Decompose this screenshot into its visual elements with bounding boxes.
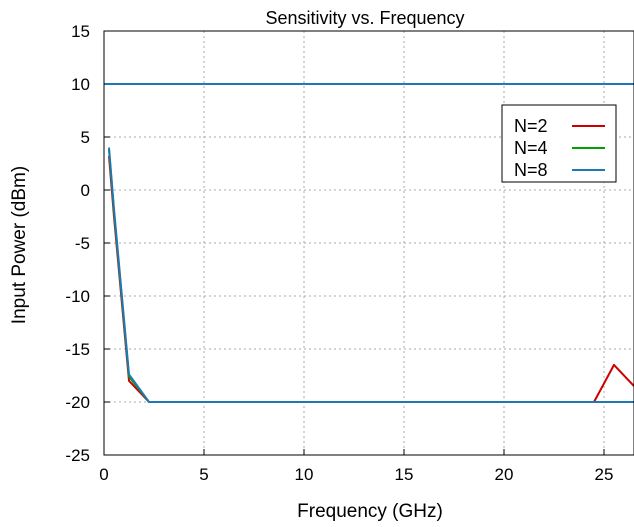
grid — [104, 31, 634, 455]
plot-frame — [103, 30, 634, 456]
series-line-n-4 — [108, 149, 634, 403]
legend-label: N=4 — [514, 138, 548, 158]
legend: N=2N=4N=8 — [501, 104, 617, 183]
series-line-n-2 — [108, 156, 634, 403]
y-tick-label: -20 — [65, 393, 90, 412]
y-tick-label: -5 — [75, 234, 90, 253]
y-tick-label: 15 — [71, 22, 90, 41]
chart-title: Sensitivity vs. Frequency — [265, 8, 464, 28]
legend-label: N=8 — [514, 160, 548, 180]
axis-ticks: 0 5 10 15 20 25 -25 -20 -15 -10 -5 0 5 10 15 — [65, 22, 613, 484]
x-tick-label: 20 — [495, 465, 514, 484]
y-tick-label: -10 — [65, 287, 90, 306]
legend-label: N=2 — [514, 116, 548, 136]
y-axis-label: Input Power (dBm) — [9, 166, 30, 324]
y-tick-label: -15 — [65, 340, 90, 359]
series-line-n-8 — [108, 147, 634, 403]
y-tick-label: 5 — [81, 128, 90, 147]
x-tick-label: 25 — [595, 465, 614, 484]
series-lines — [104, 83, 634, 403]
x-tick-label: 5 — [199, 465, 208, 484]
y-tick-label: 10 — [71, 75, 90, 94]
x-tick-label: 10 — [295, 465, 314, 484]
y-tick-label: 0 — [81, 181, 90, 200]
x-tick-label: 0 — [99, 465, 108, 484]
y-tick-label: -25 — [65, 446, 90, 465]
x-axis-label: Frequency (GHz) — [297, 501, 443, 522]
x-tick-label: 15 — [395, 465, 414, 484]
